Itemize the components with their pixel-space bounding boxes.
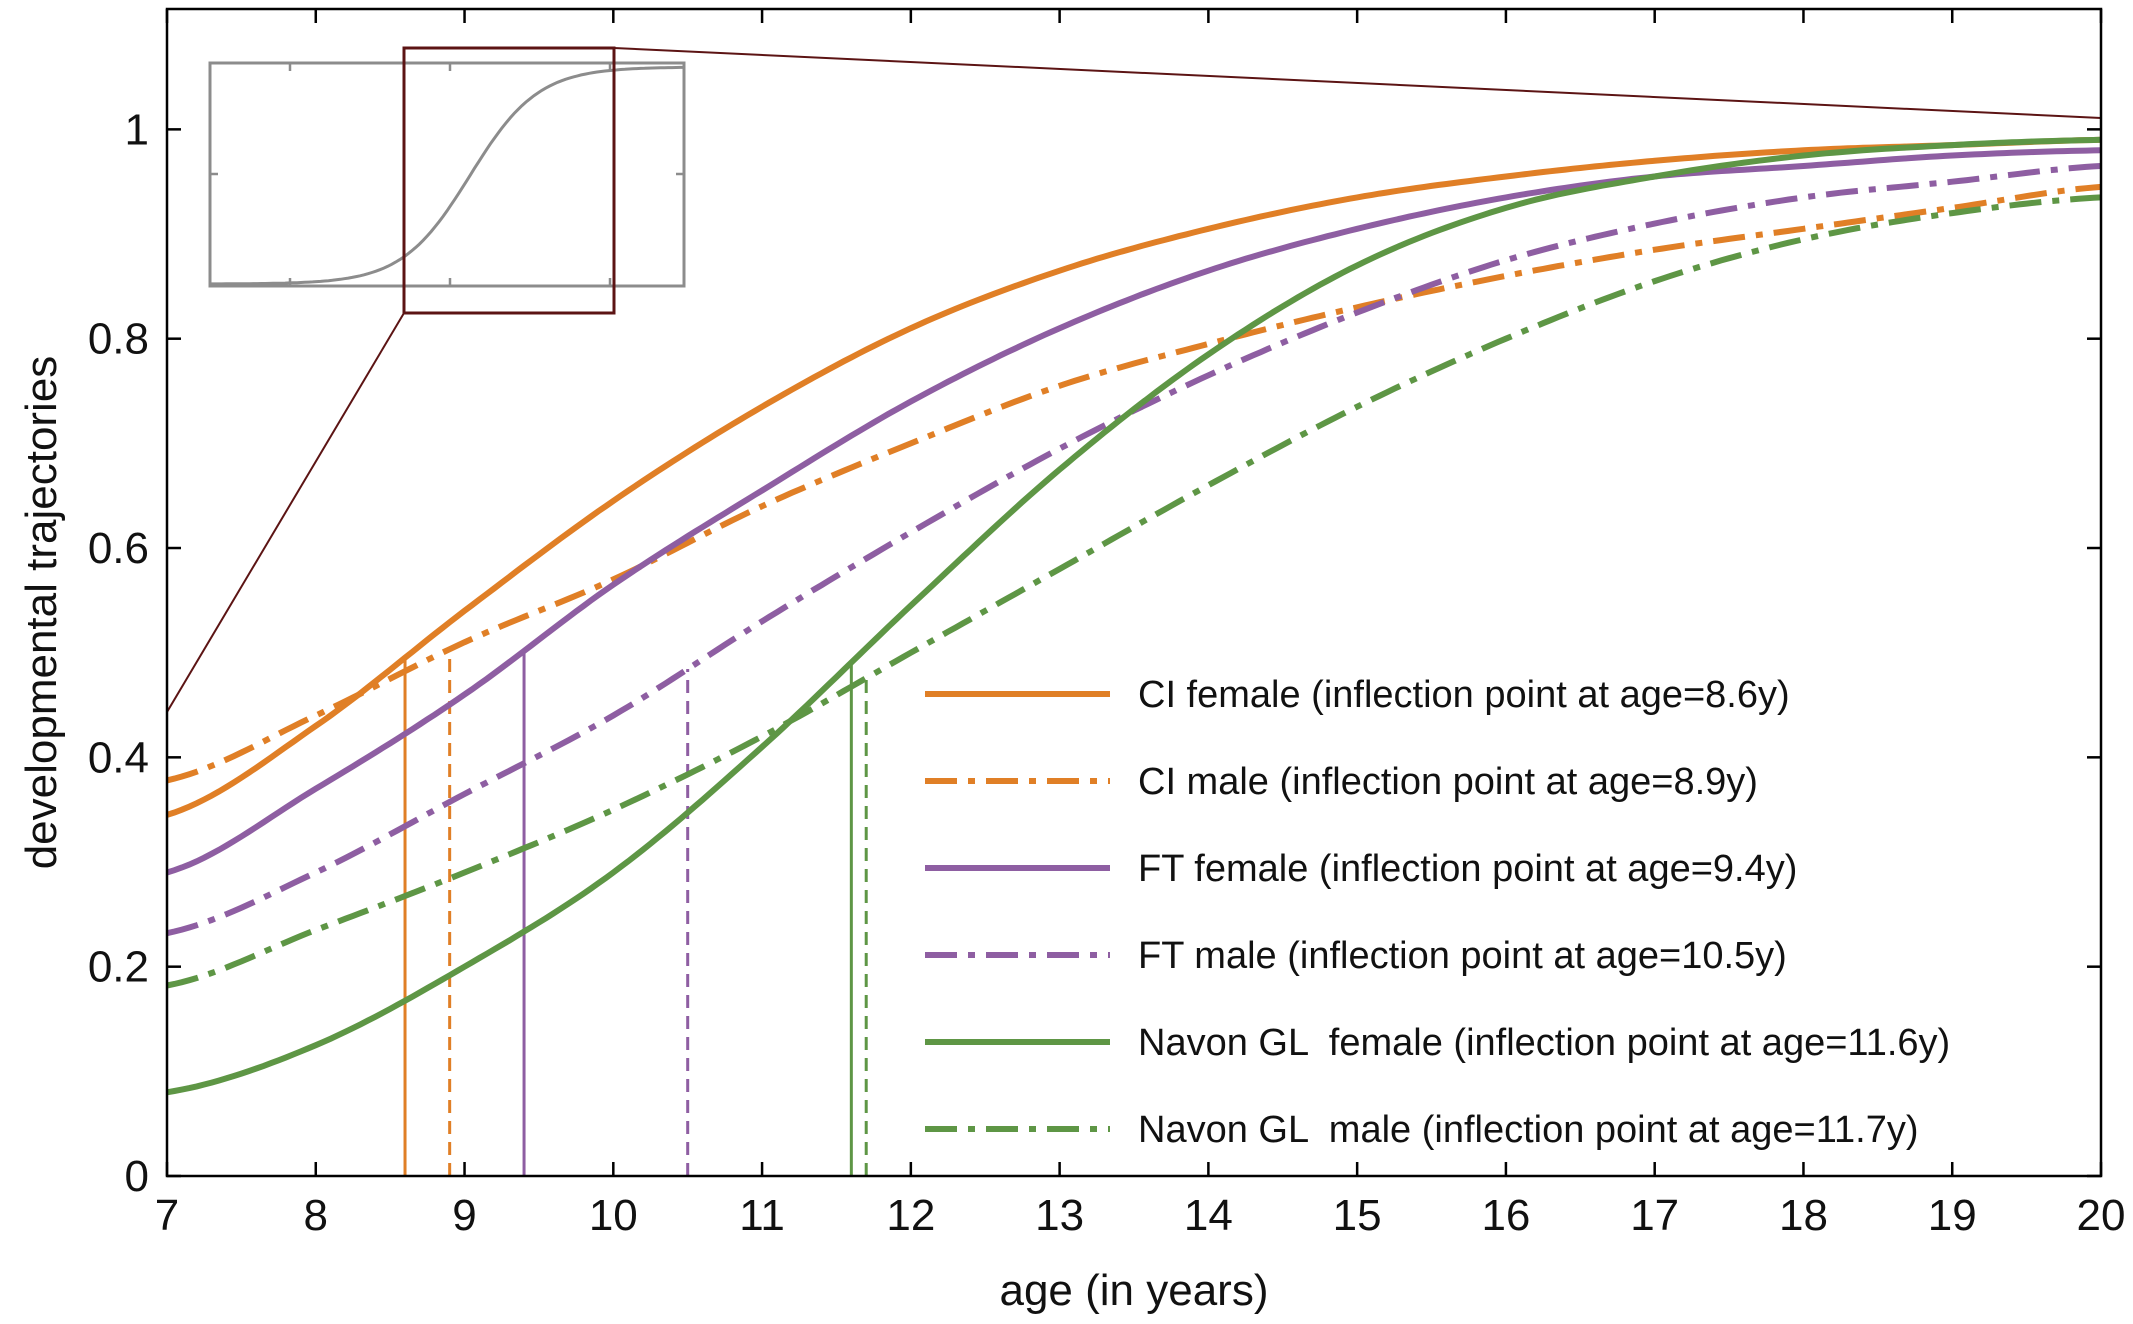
x-tick-label: 19 (1928, 1191, 1977, 1240)
zoom-connector-line (613, 47, 2102, 119)
plot-area-frame (165, 7, 2103, 1178)
x-tick-label: 10 (589, 1191, 638, 1240)
series-line (166, 163, 2102, 937)
series-line (166, 136, 2102, 818)
x-tick-label: 15 (1333, 1191, 1382, 1240)
legend-label: CI male (inflection point at age=8.9y) (1138, 761, 1758, 803)
y-tick-label: 1 (125, 105, 149, 154)
y-tick-label: 0.6 (88, 524, 149, 573)
x-tick-label: 20 (2077, 1191, 2126, 1240)
legend: CI female (inflection point at age=8.6y)… (925, 674, 1950, 1151)
y-tick-label: 0.8 (88, 315, 149, 364)
x-tick-label: 8 (304, 1191, 328, 1240)
y-tick-label: 0 (125, 1152, 149, 1201)
legend-label: FT male (inflection point at age=10.5y) (1138, 935, 1787, 977)
zoom-connector-line (166, 312, 405, 713)
x-tick-label: 14 (1184, 1191, 1233, 1240)
x-tick-label: 16 (1481, 1191, 1530, 1240)
inset-highlight-box (402, 46, 616, 315)
x-axis-title: age (in years) (999, 1266, 1268, 1315)
legend-label: Navon GL female (inflection point at age… (1138, 1022, 1950, 1064)
x-tick-label: 9 (452, 1191, 476, 1240)
axis-ticks (165, 9, 2103, 1178)
series-line (166, 194, 2102, 989)
x-tick-label: 13 (1035, 1191, 1084, 1240)
x-tick-label: 17 (1630, 1191, 1679, 1240)
y-axis-title: developmental trajectories (17, 356, 66, 870)
series-line (166, 183, 2102, 784)
x-tick-label: 18 (1779, 1191, 1828, 1240)
series-line (166, 147, 2102, 876)
legend-label: CI female (inflection point at age=8.6y) (1138, 674, 1790, 716)
x-tick-labels: 7 8 9 10 11 12 13 14 15 16 17 18 19 20 (155, 1191, 2126, 1240)
y-tick-label: 0.4 (88, 733, 149, 782)
y-tick-label: 0.2 (88, 943, 149, 992)
legend-label: Navon GL male (inflection point at age=1… (1138, 1109, 1919, 1151)
inset-sigmoid-curve (210, 65, 684, 286)
x-tick-label: 7 (155, 1191, 179, 1240)
inflection-markers (403, 649, 868, 1176)
inset (166, 46, 2102, 713)
series-lines (166, 136, 2102, 1096)
series-line (166, 136, 2102, 1096)
x-tick-label: 12 (886, 1191, 935, 1240)
legend-label: FT female (inflection point at age=9.4y) (1138, 848, 1797, 890)
y-tick-labels: 0 0.2 0.4 0.6 0.8 1 (88, 105, 149, 1201)
x-tick-label: 11 (739, 1191, 785, 1240)
